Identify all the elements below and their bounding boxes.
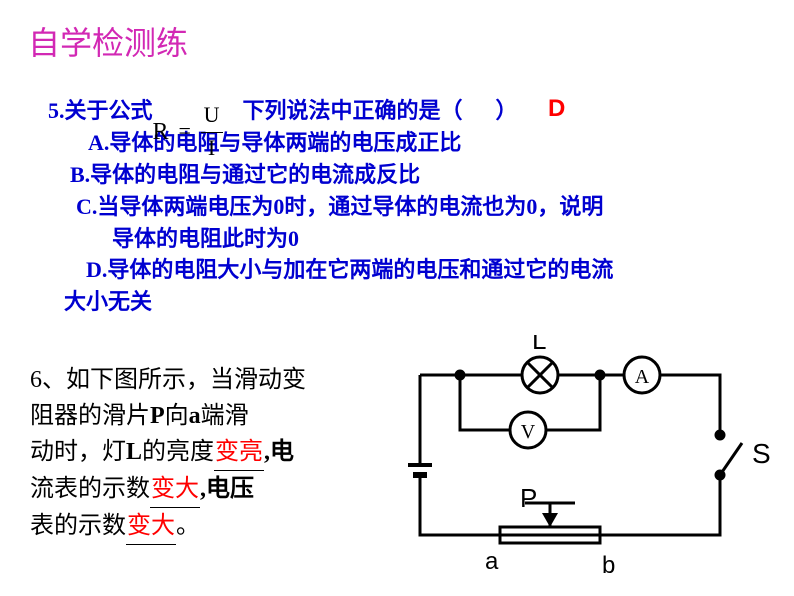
question-5: 5.关于公式 R = U I 下列说法中正确的是（ ） A.导体的电阻与导体两端…	[48, 95, 758, 318]
q6-l1: 6、如下图所示，当滑动变	[30, 367, 306, 393]
wire	[660, 375, 720, 435]
q6-l4a: 流表的示数	[30, 476, 150, 502]
circuit-diagram: A V L S P a b	[380, 335, 780, 585]
q6-l2c: 端滑	[201, 403, 249, 429]
wire	[460, 375, 510, 430]
wire	[546, 375, 600, 430]
page-title: 自学检测练	[28, 18, 188, 64]
q6-l4b: ,电压	[200, 476, 254, 502]
q6-l3a: 动时，灯	[30, 439, 126, 465]
q6-l5a: 表的示数	[30, 513, 126, 539]
q6-l: L	[126, 439, 142, 465]
q6-fill-2: 变大	[150, 471, 200, 508]
label-p: P	[520, 483, 537, 513]
wire	[610, 475, 720, 535]
formula-den: I	[201, 132, 223, 164]
q5-answer: D	[548, 95, 565, 123]
formula-eq: =	[179, 115, 191, 147]
q5-stem-pre: 关于公式	[65, 98, 153, 123]
question-6: 6、如下图所示，当滑动变 阻器的滑片P向a端滑 动时，灯L的亮度变亮,电 流表的…	[30, 362, 360, 545]
q6-l5b: 。	[176, 513, 200, 539]
q6-l2b: 向	[165, 403, 189, 429]
wire	[420, 475, 500, 535]
q5-option-d-1: D.导体的电阻大小与加在它两端的电压和通过它的电流	[86, 257, 613, 282]
q5-number: 5.	[48, 98, 65, 123]
q5-stem-close: ）	[496, 98, 518, 123]
formula-lhs: R	[153, 115, 169, 150]
slider-arrow-icon	[542, 513, 558, 527]
label-b: b	[602, 552, 615, 579]
formula-frac: U I	[201, 99, 223, 164]
label-s: S	[752, 438, 771, 469]
label-a: a	[485, 548, 499, 575]
q5-stem-post: 下列说法中正确的是（	[243, 98, 463, 123]
label-l: L	[532, 335, 546, 355]
q6-l3b: 的亮度	[142, 439, 214, 465]
q5-option-b: B.导体的电阻与通过它的电流成反比	[70, 162, 420, 187]
q6-fill-3: 变大	[126, 508, 176, 545]
q6-a: a	[189, 403, 201, 429]
q6-p: P	[150, 403, 165, 429]
switch-blade	[720, 443, 742, 475]
formula-num: U	[201, 99, 223, 131]
q6-fill-1: 变亮	[214, 434, 264, 471]
q6-l3c: ,电	[264, 439, 294, 465]
q5-option-c-2: 导体的电阻此时为0	[112, 226, 299, 251]
q6-l2a: 阻器的滑片	[30, 403, 150, 429]
q5-option-d-2: 大小无关	[64, 289, 152, 314]
q5-option-c-1: C.当导体两端电压为0时，通过导体的电流也为0，说明	[76, 194, 603, 219]
voltmeter-label: V	[521, 421, 536, 443]
q5-option-a: A.导体的电阻与导体两端的电压成正比	[88, 130, 461, 155]
ammeter-label: A	[635, 366, 650, 388]
